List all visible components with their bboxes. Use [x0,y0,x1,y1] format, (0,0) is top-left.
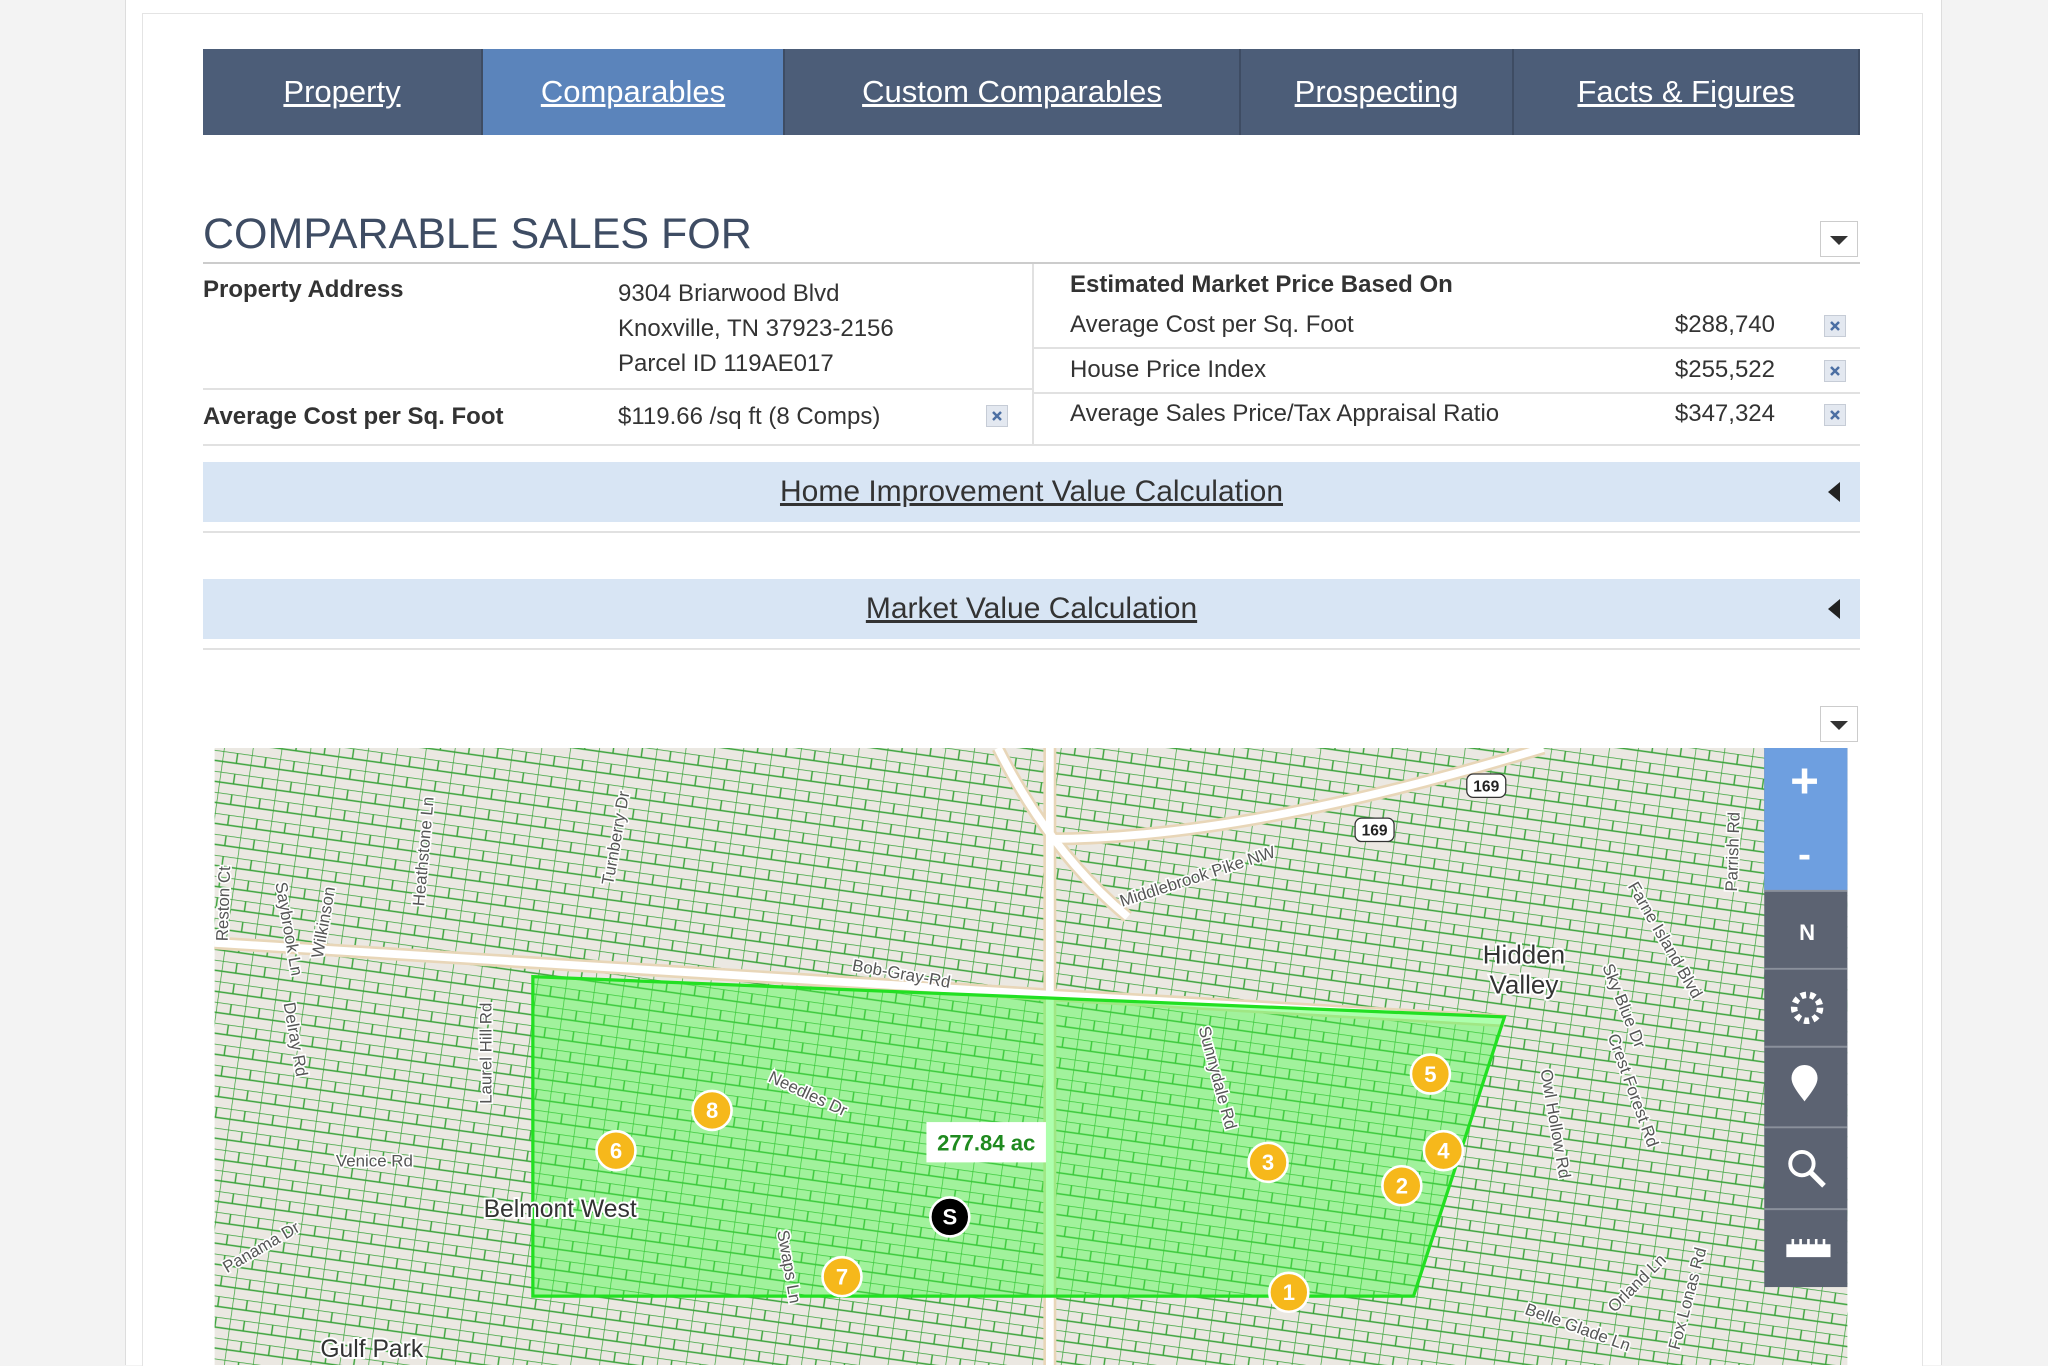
divider [1032,264,1034,445]
divider [1034,347,1860,349]
map[interactable]: Bob-Gray-RdMiddlebrook Pike NWNeedles Dr… [206,748,1856,1365]
street-label: Venice Rd [336,1151,413,1170]
remove-button[interactable] [1824,404,1846,426]
divider [1034,392,1860,394]
tab[interactable]: Comparables [483,49,785,135]
marker-label: 5 [1424,1062,1436,1087]
value: $288,740 [1575,311,1775,339]
route-label: 169 [1473,779,1499,796]
label: Average Cost per Sq. Foot [1070,311,1354,339]
address-line: 9304 Briarwood Blvd [618,276,894,311]
remove-button[interactable] [1824,360,1846,382]
tab[interactable]: Property [203,49,483,135]
area-label: 277.84 ac [937,1131,1035,1156]
marker[interactable]: 2 [1382,1166,1421,1205]
divider [203,444,1860,446]
tab[interactable]: Prospecting [1241,49,1514,135]
place-label: Valley [1490,970,1559,1000]
arrow [1828,599,1842,624]
address-line: Parcel ID 119AE017 [618,346,894,381]
marker-label: 7 [836,1264,848,1289]
street-label: Laurel Hill Rd [476,1003,495,1104]
place-label: Belmont West [484,1196,637,1223]
compass: N [1799,920,1815,945]
street-label: Reston Ct [213,866,235,942]
marker-label: 2 [1396,1174,1408,1199]
marker-label: 3 [1262,1150,1274,1175]
zoom-out[interactable]: - [1798,834,1811,877]
marker-label: 6 [610,1138,622,1163]
marker[interactable]: 6 [597,1131,636,1170]
collapse-button[interactable] [1820,221,1858,257]
measure-icon[interactable] [1788,1239,1830,1256]
zoom-in[interactable]: + [1790,753,1819,808]
marker-label: 4 [1437,1138,1450,1163]
divider [203,648,1860,650]
place-label: Gulf Park [320,1336,423,1363]
address-line: Knoxville, TN 37923-2156 [618,311,894,346]
collapse-button[interactable] [1820,706,1858,742]
marker[interactable]: S [930,1197,969,1236]
remove-button[interactable] [986,405,1008,427]
divider [203,388,1032,390]
value: $347,324 [1575,400,1775,428]
marker[interactable]: 7 [823,1257,862,1296]
label: Estimated Market Price Based On [1070,271,1453,299]
tab[interactable]: Custom Comparables [785,49,1241,135]
remove-button[interactable] [1824,315,1846,337]
accordion[interactable]: Market Value Calculation [203,579,1860,639]
value: $119.66 /sq ft (8 Comps) [618,403,880,431]
value: $255,522 [1575,356,1775,384]
section-title: COMPARABLE SALES FOR [203,210,752,259]
arrow [1828,482,1842,507]
marker[interactable]: 5 [1411,1055,1450,1094]
route-label: 169 [1362,823,1388,840]
label: Average Cost per Sq. Foot [203,403,504,431]
tab[interactable]: Facts & Figures [1514,49,1860,135]
marker[interactable]: 8 [693,1091,732,1130]
label: Average Sales Price/Tax Appraisal Ratio [1070,400,1499,428]
label: House Price Index [1070,356,1266,384]
marker-label: 8 [706,1098,718,1123]
marker[interactable]: 1 [1269,1273,1308,1312]
marker-label: S [942,1205,957,1230]
address: 9304 Briarwood Blvd Knoxville, TN 37923-… [618,276,894,381]
street-label: Parrish Rd [1722,812,1744,892]
label: Property Address [203,276,404,304]
place-label: Hidden [1483,940,1565,970]
marker[interactable]: 3 [1249,1143,1288,1182]
marker-label: 1 [1283,1280,1295,1305]
accordion[interactable]: Home Improvement Value Calculation [203,462,1860,522]
divider [203,531,1860,533]
marker[interactable]: 4 [1424,1131,1463,1170]
